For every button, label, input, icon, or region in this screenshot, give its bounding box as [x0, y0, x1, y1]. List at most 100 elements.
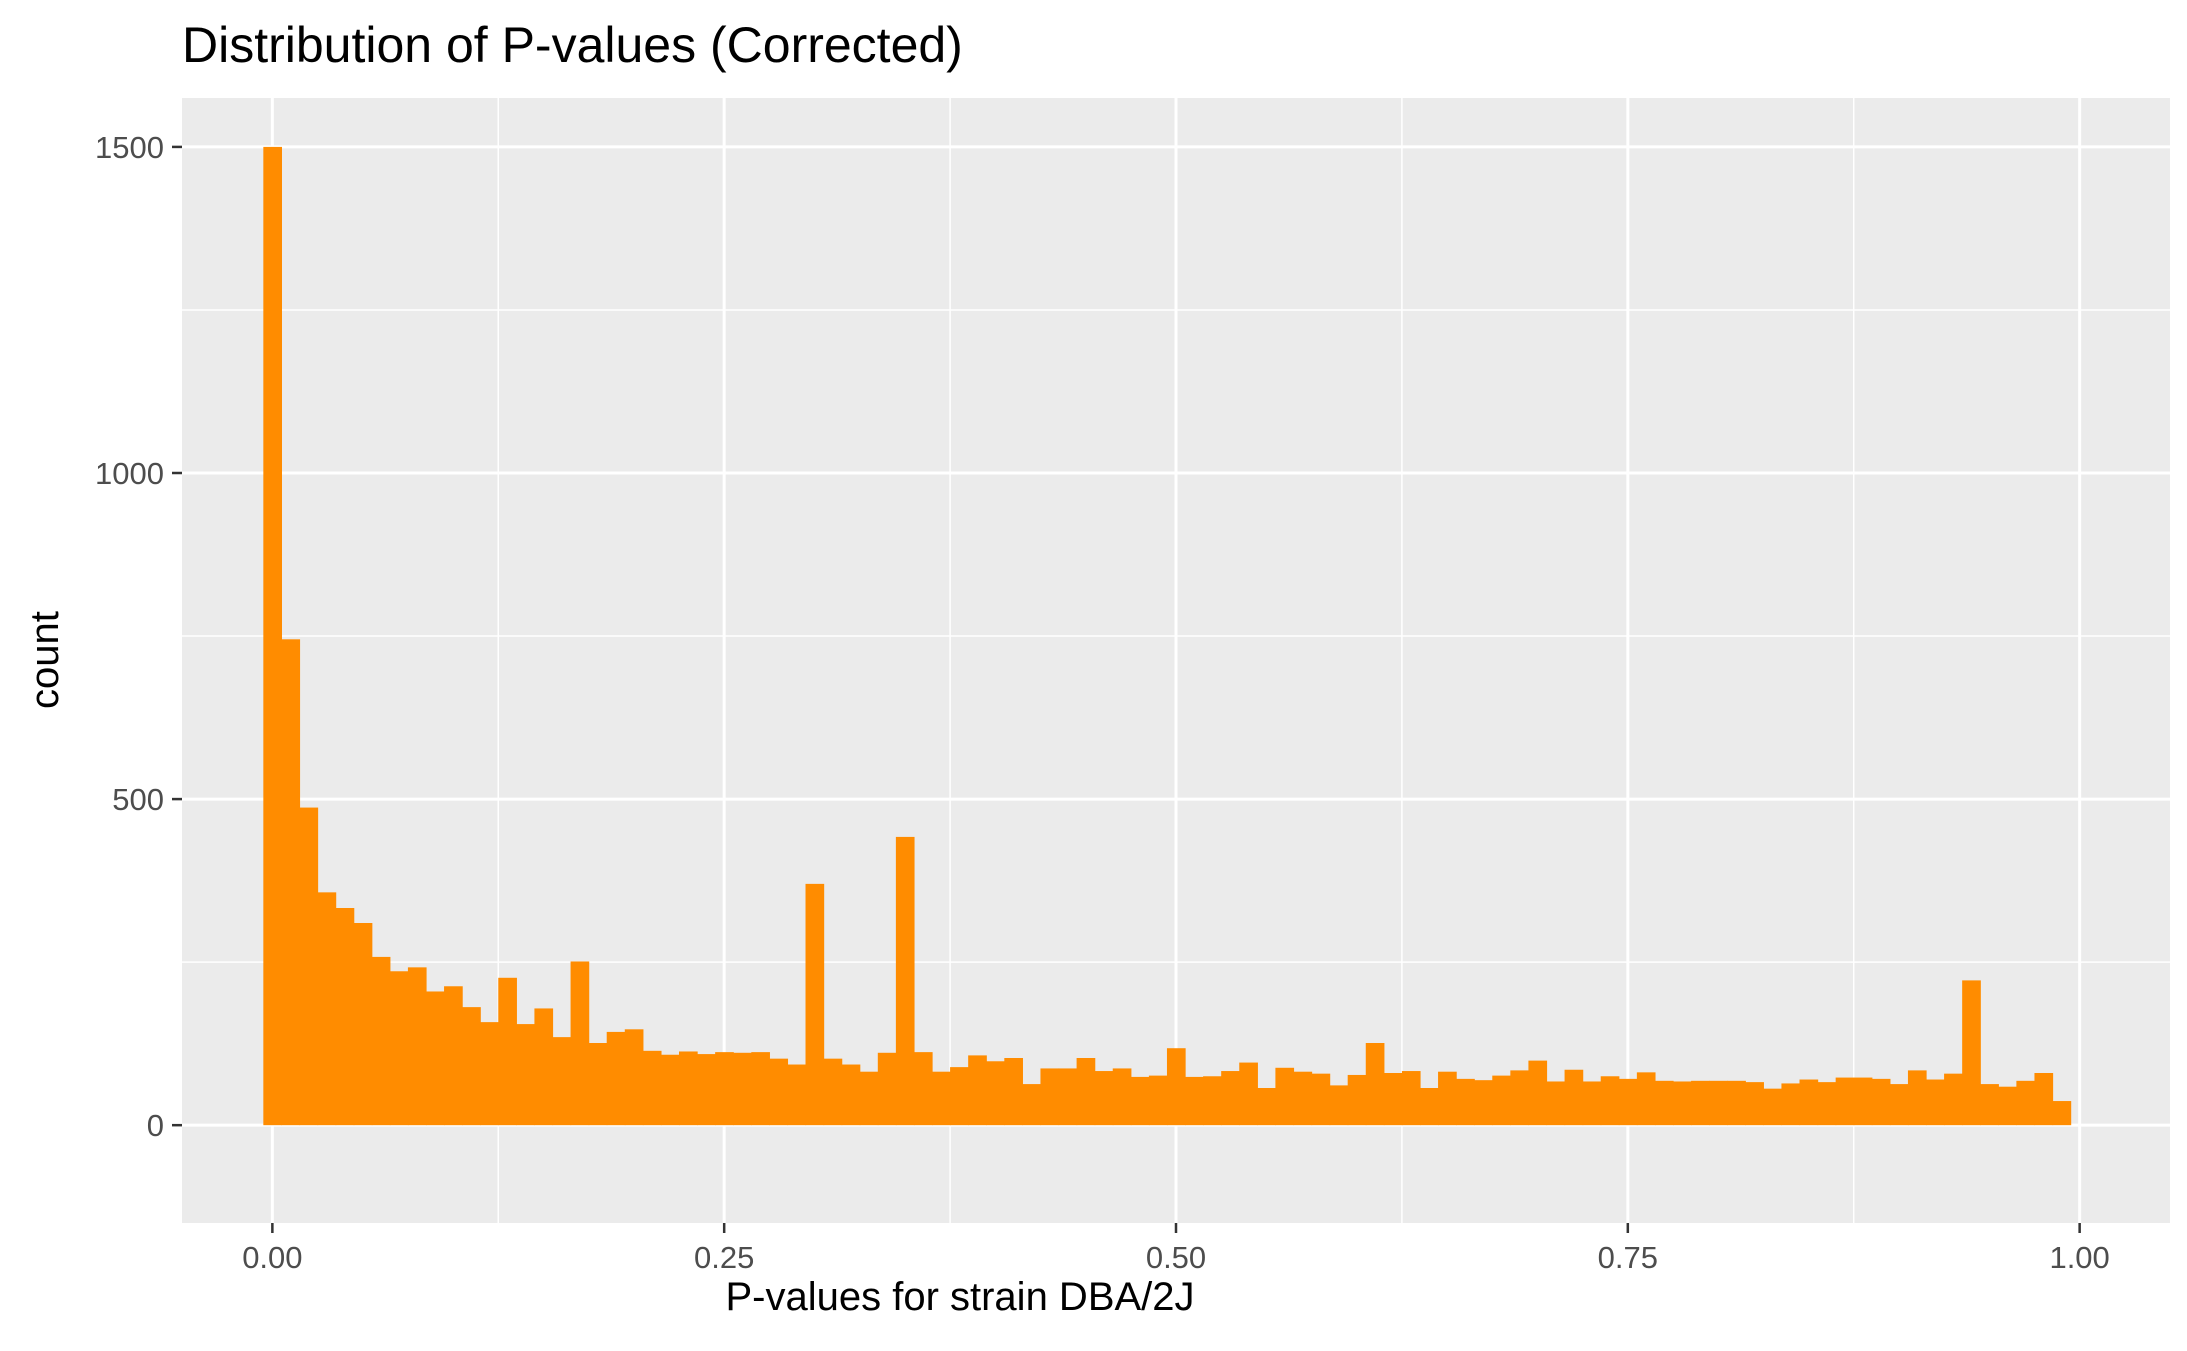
- histogram-bar: [1763, 1088, 1783, 1126]
- histogram-bar: [425, 991, 445, 1126]
- histogram-bar: [1004, 1058, 1023, 1126]
- histogram-bar: [715, 1052, 734, 1126]
- histogram-bar: [1130, 1076, 1150, 1126]
- histogram-bar: [1691, 1080, 1710, 1126]
- histogram-bar: [1438, 1071, 1457, 1126]
- histogram-bar: [1221, 1071, 1240, 1126]
- histogram-bar: [2034, 1073, 2054, 1126]
- histogram-bar: [1853, 1077, 1873, 1126]
- histogram-bar: [1618, 1078, 1638, 1126]
- histogram-bar: [606, 1031, 626, 1126]
- histogram-bar: [1600, 1076, 1620, 1126]
- histogram-bars: [263, 146, 2072, 1126]
- histogram-bar: [2016, 1080, 2036, 1126]
- histogram-bar: [769, 1058, 789, 1126]
- histogram-bar: [281, 639, 301, 1126]
- histogram-bar: [1564, 1069, 1584, 1126]
- histogram-bar: [299, 807, 319, 1126]
- histogram-bar: [1347, 1074, 1367, 1126]
- histogram-bar: [353, 923, 373, 1126]
- histogram-bar: [516, 1024, 536, 1126]
- histogram-bar: [1293, 1071, 1313, 1126]
- y-axis: 0 500 1000 1500: [95, 130, 182, 1143]
- histogram-bar: [859, 1071, 879, 1126]
- histogram-bar: [1166, 1048, 1186, 1126]
- histogram-bar: [1329, 1085, 1349, 1126]
- y-tick-label: 1000: [95, 456, 164, 491]
- histogram-bar: [913, 1052, 933, 1126]
- histogram-bar: [1889, 1084, 1909, 1126]
- histogram-bar: [787, 1064, 807, 1126]
- histogram-bar: [1401, 1071, 1421, 1126]
- histogram-bar: [624, 1029, 644, 1126]
- histogram-bar: [805, 883, 825, 1126]
- histogram-bar: [1257, 1088, 1276, 1126]
- histogram-bar: [1727, 1080, 1746, 1126]
- histogram-bar: [444, 986, 463, 1126]
- histogram-bar: [389, 971, 409, 1126]
- histogram-bar: [877, 1052, 897, 1126]
- histogram-bar: [1474, 1080, 1493, 1126]
- histogram-bar: [1112, 1068, 1132, 1126]
- histogram-bar: [1040, 1068, 1060, 1126]
- histogram-bar: [733, 1052, 752, 1126]
- histogram-bar: [986, 1061, 1005, 1126]
- histogram-bar: [841, 1064, 861, 1126]
- histogram-bar: [950, 1067, 969, 1126]
- x-tick-label: 1.00: [2049, 1240, 2109, 1275]
- histogram-bar: [679, 1051, 698, 1126]
- histogram-bar: [1745, 1082, 1764, 1126]
- histogram-bar: [1148, 1075, 1168, 1126]
- histogram-bar: [1926, 1079, 1945, 1126]
- histogram-bar: [480, 1022, 499, 1126]
- histogram-bar: [1185, 1076, 1204, 1126]
- histogram-bar: [498, 977, 517, 1126]
- histogram-bar: [1383, 1073, 1403, 1126]
- histogram-bar: [1094, 1071, 1114, 1126]
- histogram-bar: [588, 1043, 608, 1126]
- histogram-bar: [1456, 1078, 1475, 1126]
- histogram-bar: [1907, 1070, 1927, 1126]
- histogram-bar: [895, 836, 915, 1126]
- y-tick-label: 1500: [95, 130, 164, 165]
- histogram-bar: [1365, 1043, 1385, 1126]
- histogram-bar: [263, 146, 282, 1126]
- histogram-bar: [823, 1058, 843, 1126]
- histogram-bar: [660, 1054, 680, 1126]
- histogram-bar: [371, 956, 391, 1126]
- histogram-bar: [932, 1071, 951, 1126]
- histogram-bar: [1419, 1088, 1439, 1126]
- histogram-bar: [317, 892, 337, 1126]
- histogram-bar: [2052, 1101, 2072, 1126]
- histogram-bar: [697, 1054, 716, 1126]
- histogram-bar: [335, 908, 355, 1126]
- histogram-bar: [1673, 1081, 1692, 1126]
- histogram-bar: [1022, 1084, 1042, 1126]
- y-tick-label: 0: [147, 1108, 164, 1143]
- histogram-bar: [1275, 1067, 1295, 1126]
- histogram-bar: [570, 961, 590, 1126]
- histogram-bar: [1203, 1076, 1222, 1126]
- x-axis: 0.00 0.25 0.50 0.75 1.00: [242, 1223, 2110, 1275]
- histogram-bar: [1058, 1068, 1078, 1126]
- histogram-bar: [1962, 980, 1981, 1126]
- histogram-bar: [1636, 1072, 1656, 1126]
- y-tick-label: 500: [112, 782, 164, 817]
- histogram-bar: [1980, 1084, 1999, 1126]
- histogram-bar: [1998, 1086, 2017, 1126]
- histogram-bar: [552, 1037, 572, 1126]
- histogram-bar: [534, 1008, 554, 1126]
- histogram-bar: [968, 1055, 987, 1126]
- histogram-bar: [1582, 1081, 1602, 1126]
- histogram-bar: [1311, 1073, 1331, 1126]
- x-tick-label: 0.50: [1146, 1240, 1206, 1275]
- histogram-bar: [1528, 1060, 1548, 1126]
- histogram-bar: [1510, 1070, 1530, 1126]
- histogram-bar: [1076, 1058, 1096, 1126]
- histogram-bar: [1944, 1073, 1963, 1126]
- histogram-bar: [1799, 1079, 1819, 1126]
- histogram-bar: [1835, 1077, 1855, 1126]
- x-tick-label: 0.00: [242, 1240, 302, 1275]
